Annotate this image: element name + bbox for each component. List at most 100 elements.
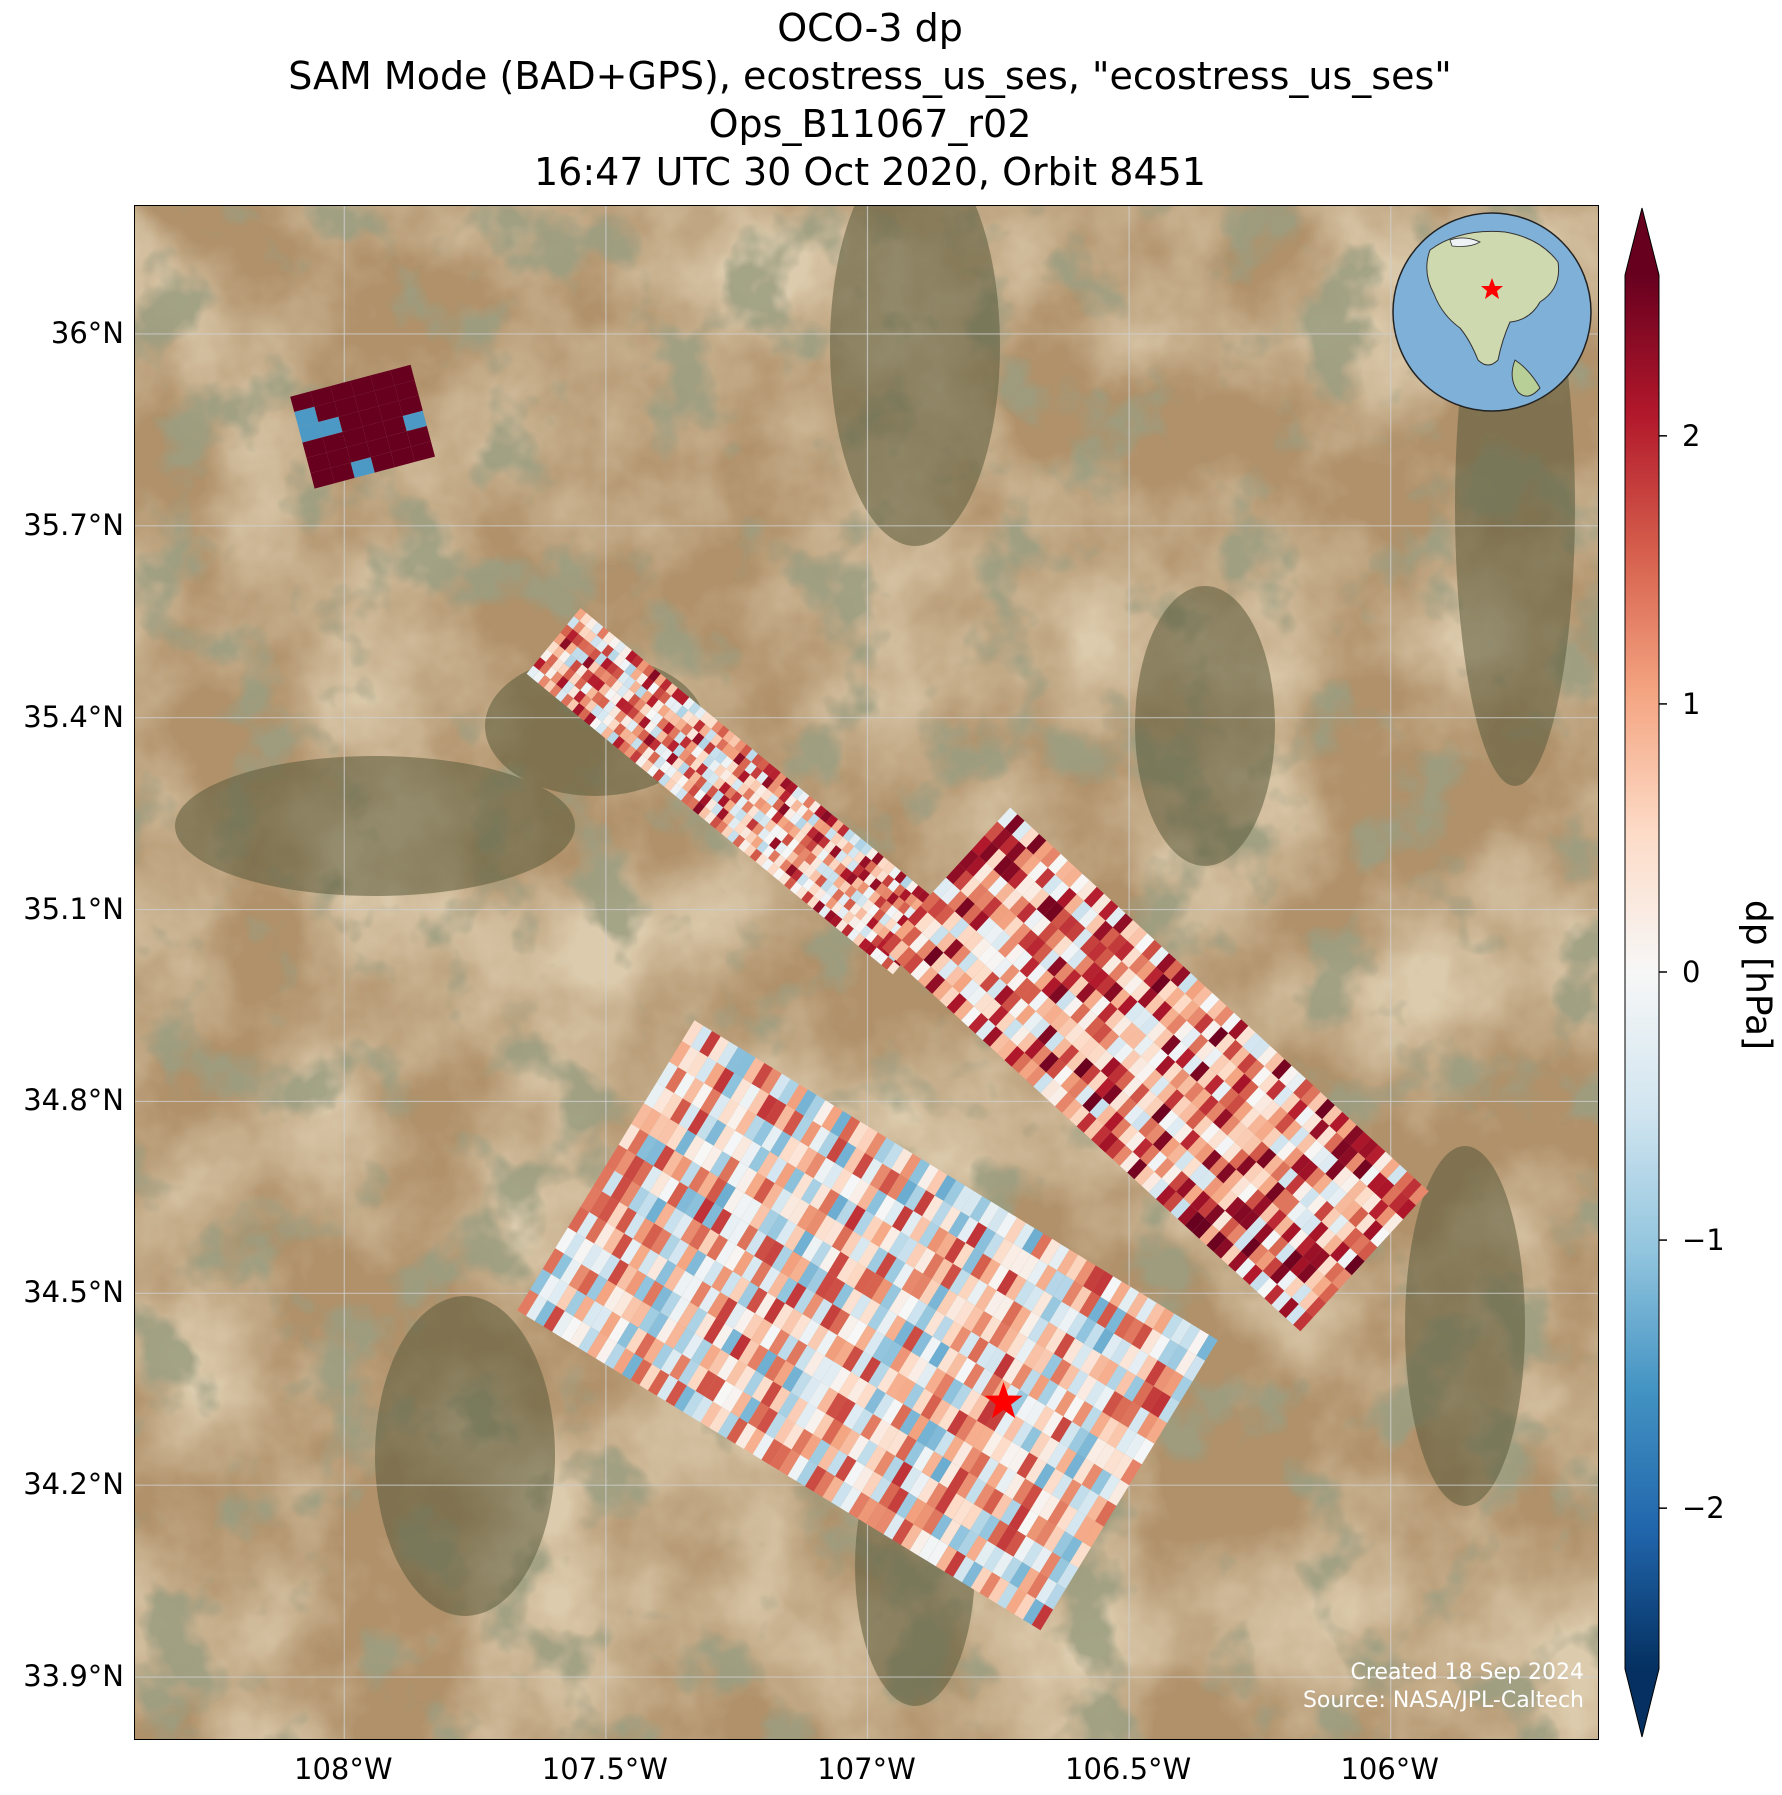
sounding-cell bbox=[819, 810, 833, 823]
sounding-cell bbox=[723, 1187, 745, 1214]
sounding-cell bbox=[667, 1239, 690, 1266]
sounding-cell bbox=[1074, 1260, 1096, 1287]
sounding-cell bbox=[776, 815, 790, 829]
sounding-cell bbox=[757, 827, 770, 841]
sounding-cell bbox=[1095, 975, 1116, 996]
sounding-cell bbox=[1283, 1147, 1304, 1168]
sounding-cell bbox=[769, 1131, 792, 1158]
sounding-cell bbox=[565, 642, 578, 655]
sounding-cell bbox=[837, 893, 851, 907]
sounding-cell bbox=[871, 934, 884, 948]
sounding-cell bbox=[615, 1207, 637, 1234]
sounding-cell bbox=[1148, 946, 1169, 968]
sounding-cell bbox=[756, 840, 769, 854]
sounding-cell bbox=[753, 1177, 775, 1204]
sounding-cell bbox=[1167, 1143, 1188, 1165]
sounding-cell bbox=[755, 1292, 777, 1319]
sounding-cell bbox=[716, 725, 730, 739]
sounding-cell bbox=[1266, 1079, 1286, 1101]
sounding-cell bbox=[976, 1399, 999, 1426]
sounding-cell bbox=[1166, 1014, 1187, 1035]
sounding-cell bbox=[1087, 941, 1108, 962]
sounding-cell bbox=[923, 1310, 946, 1337]
sounding-cell bbox=[1156, 953, 1177, 974]
sounding-cell bbox=[1251, 1066, 1272, 1087]
sounding-cell bbox=[1028, 1374, 1050, 1401]
sounding-cell bbox=[1408, 1184, 1429, 1206]
sounding-cell bbox=[749, 1203, 771, 1230]
sounding-cell bbox=[1037, 1379, 1059, 1406]
sounding-cell bbox=[693, 788, 706, 802]
sounding-cell bbox=[887, 1174, 909, 1201]
sounding-cell bbox=[1053, 1065, 1074, 1086]
sounding-cell bbox=[720, 1328, 743, 1355]
sounding-cell bbox=[855, 894, 869, 908]
sounding-cell bbox=[1079, 934, 1100, 956]
sounding-cell bbox=[726, 829, 740, 843]
sounding-cell bbox=[1270, 1161, 1291, 1182]
sounding-cell bbox=[1310, 1146, 1331, 1168]
sounding-cell bbox=[724, 1302, 747, 1329]
sounding-cell bbox=[655, 1260, 677, 1287]
sounding-cell bbox=[782, 1423, 805, 1450]
sounding-cell bbox=[1039, 1238, 1061, 1265]
sounding-cell bbox=[968, 1013, 989, 1034]
sounding-cell bbox=[670, 1155, 693, 1182]
sounding-cell bbox=[1047, 853, 1068, 875]
sounding-cell bbox=[1011, 1363, 1033, 1390]
sounding-cell bbox=[619, 645, 632, 659]
sounding-cell bbox=[1261, 1229, 1282, 1251]
sounding-cell bbox=[576, 651, 589, 665]
sounding-cell bbox=[1070, 1003, 1091, 1024]
sounding-cell bbox=[800, 821, 814, 835]
sounding-cell bbox=[560, 693, 574, 707]
colorbar-gradient bbox=[1625, 275, 1659, 1669]
sounding-cell bbox=[688, 1166, 710, 1193]
sounding-cell bbox=[822, 1163, 844, 1190]
sounding-cell bbox=[310, 386, 335, 407]
sounding-cell bbox=[578, 1327, 600, 1354]
sounding-cell bbox=[1035, 1264, 1057, 1291]
sounding-cell bbox=[898, 1351, 920, 1378]
sounding-cell bbox=[893, 1320, 915, 1347]
sounding-cell bbox=[819, 1246, 841, 1273]
sounding-cell bbox=[1209, 1053, 1230, 1075]
sounding-cell bbox=[878, 913, 892, 927]
sounding-cell bbox=[1218, 1087, 1239, 1109]
sounding-cell bbox=[835, 1455, 857, 1482]
sounding-cell bbox=[896, 1237, 919, 1264]
sounding-cell bbox=[603, 1285, 625, 1312]
sounding-cell bbox=[892, 896, 905, 910]
sounding-cell bbox=[350, 375, 375, 397]
sounding-cell bbox=[728, 804, 742, 817]
sounding-cell bbox=[980, 1316, 1002, 1343]
sounding-cell bbox=[792, 1173, 814, 1200]
sounding-cell bbox=[886, 1430, 908, 1457]
sounding-cell bbox=[882, 1456, 904, 1483]
sounding-cell bbox=[810, 1241, 832, 1268]
sounding-cell bbox=[1019, 957, 1040, 978]
sounding-cell bbox=[816, 848, 830, 862]
sounding-cell bbox=[748, 792, 761, 806]
sounding-cell bbox=[708, 1093, 731, 1120]
sounding-cell bbox=[1129, 1083, 1150, 1105]
sounding-cell bbox=[692, 1140, 714, 1167]
sounding-cell bbox=[999, 964, 1020, 985]
sounding-cell bbox=[1213, 1237, 1234, 1259]
sounding-cell bbox=[858, 1299, 881, 1326]
sounding-cell bbox=[681, 792, 694, 806]
sounding-cell bbox=[1093, 1385, 1115, 1412]
sounding-cell bbox=[550, 671, 563, 685]
sounding-cell bbox=[991, 1494, 1013, 1521]
sounding-cell bbox=[1183, 1184, 1204, 1205]
sounding-cell bbox=[863, 873, 877, 887]
sounding-cell bbox=[1273, 1215, 1294, 1237]
sounding-cell bbox=[749, 848, 763, 862]
sounding-cell bbox=[595, 1337, 618, 1364]
map-panel[interactable]: Created 18 Sep 2024 Source: NASA/JPL-Cal… bbox=[134, 205, 1599, 1740]
sounding-cell bbox=[637, 1249, 659, 1276]
sounding-cell bbox=[378, 400, 403, 422]
sounding-cell bbox=[1081, 962, 1102, 983]
sounding-cell bbox=[1055, 860, 1076, 882]
sounding-cell bbox=[766, 793, 779, 807]
